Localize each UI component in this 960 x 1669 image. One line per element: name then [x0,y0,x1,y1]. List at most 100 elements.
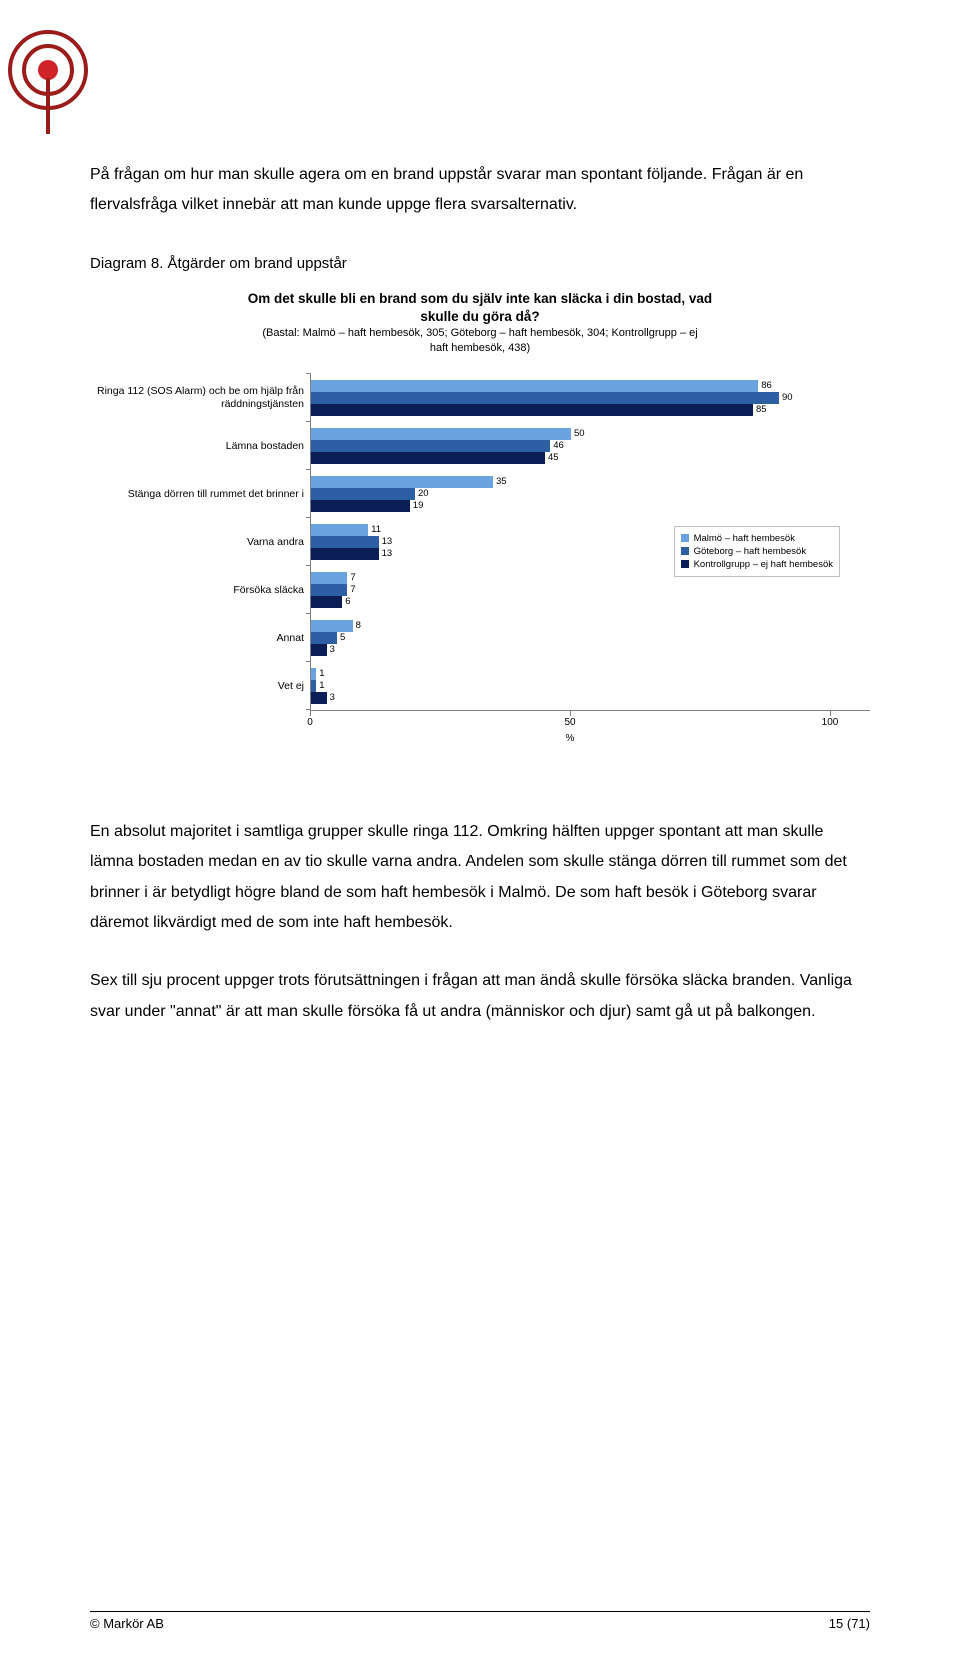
chart-bar-value: 85 [756,404,767,415]
chart-bar-group: 86 90 85 [311,374,870,422]
target-logo-icon [6,28,90,143]
chart-bar-row: 5 [311,632,870,644]
chart: Ringa 112 (SOS Alarm) och be om hjälp fr… [90,374,870,747]
chart-legend-swatch [681,547,689,555]
chart-bar-group: 853 [311,614,870,662]
chart-bar [311,620,353,632]
analysis-paragraph-1: En absolut majoritet i samtliga grupper … [90,817,870,939]
chart-bar [311,440,550,452]
chart-bar-value: 5 [340,632,345,643]
chart-bar [311,536,379,548]
chart-x-tick [570,711,571,716]
chart-bar-value: 19 [413,500,424,511]
chart-legend-item: Göteborg – haft hembesök [681,546,833,557]
chart-bar-value: 86 [761,380,772,391]
chart-bar-group: 35 2019 [311,470,870,518]
footer-page-number: 15 (71) [829,1616,870,1631]
chart-category-label: Annat [90,614,310,662]
chart-bar-value: 3 [330,692,335,703]
chart-bar-row: 50 [311,428,870,440]
chart-title-line1: Om det skulle bli en brand som du själv … [248,291,712,306]
chart-bar-row: 19 [311,500,870,512]
chart-bar-value: 50 [574,428,585,439]
chart-bar [311,524,368,536]
chart-y-labels: Ringa 112 (SOS Alarm) och be om hjälp fr… [90,374,310,711]
chart-x-tick-label: 100 [822,717,839,728]
footer-copyright: © Markör AB [90,1616,164,1631]
chart-bar-row: 45 [311,452,870,464]
chart-bar-row: 86 [311,380,870,392]
chart-subtitle-line2: haft hembesök, 438) [430,342,530,354]
chart-legend: Malmö – haft hembesök Göteborg – haft hem… [674,526,840,577]
chart-x-axis: % 050100 [310,711,830,747]
chart-bar [311,488,415,500]
chart-bar-value: 35 [496,476,507,487]
chart-subtitle: (Bastal: Malmö – haft hembesök, 305; Göt… [90,326,870,356]
chart-bar [311,692,327,704]
chart-bar [311,380,758,392]
chart-category-label: Ringa 112 (SOS Alarm) och be om hjälp fr… [90,374,310,422]
diagram-caption: Diagram 8. Åtgärder om brand uppstår [90,255,870,272]
chart-category-label: Försöka släcka [90,566,310,614]
chart-title-line2: skulle du göra då? [420,309,539,324]
chart-bar-group: 113 [311,662,870,710]
chart-category-label: Stänga dörren till rummet det brinner i [90,470,310,518]
page: På frågan om hur man skulle agera om en … [0,0,960,1669]
chart-x-axis-label: % [566,733,575,744]
chart-bar [311,584,347,596]
chart-bar-row: 46 [311,440,870,452]
chart-bar [311,452,545,464]
intro-paragraph: På frågan om hur man skulle agera om en … [90,160,870,221]
chart-bar [311,572,347,584]
chart-legend-swatch [681,560,689,568]
chart-bar-row: 85 [311,404,870,416]
chart-bar [311,404,753,416]
chart-bar-row: 3 [311,692,870,704]
chart-x-tick [310,711,311,716]
chart-bar-value: 11 [371,524,381,535]
chart-legend-swatch [681,534,689,542]
chart-x-tick-label: 50 [564,717,575,728]
chart-category-label: Lämna bostaden [90,422,310,470]
chart-bar [311,632,337,644]
chart-bar-value: 90 [782,392,793,403]
chart-bar-row: 1 [311,668,870,680]
chart-subtitle-line1: (Bastal: Malmö – haft hembesök, 305; Göt… [262,327,697,339]
chart-bar [311,428,571,440]
chart-category-label: Vet ej [90,662,310,710]
chart-bar-value: 20 [418,488,429,499]
page-footer: © Markör AB 15 (71) [90,1611,870,1631]
chart-bar [311,476,493,488]
chart-bar-row: 1 [311,680,870,692]
chart-bar-value: 3 [330,644,335,655]
analysis-paragraph-2: Sex till sju procent uppger trots föruts… [90,966,870,1027]
chart-bar-row: 8 [311,620,870,632]
chart-bar-value: 1 [319,680,324,691]
chart-bar-group: 50 4645 [311,422,870,470]
chart-bar-row: 3 [311,644,870,656]
chart-bar-row: 7 [311,584,870,596]
chart-legend-item: Malmö – haft hembesök [681,533,833,544]
chart-legend-label: Malmö – haft hembesök [694,533,795,544]
chart-bar [311,680,316,692]
chart-bar-row: 20 [311,488,870,500]
chart-category-label: Varna andra [90,518,310,566]
chart-bar-value: 7 [350,572,355,583]
chart-bar [311,392,779,404]
chart-x-tick-label: 0 [307,717,313,728]
chart-bar-row: 90 [311,392,870,404]
chart-plot-area: 869085504645352019111313776853113 Malmö … [310,374,870,711]
chart-bar-value: 46 [553,440,564,451]
chart-bar [311,548,379,560]
chart-bar-value: 8 [356,620,361,631]
chart-bar-value: 7 [350,584,355,595]
chart-bar-value: 13 [382,548,393,559]
chart-legend-label: Göteborg – haft hembesök [694,546,807,557]
chart-legend-item: Kontrollgrupp – ej haft hembesök [681,559,833,570]
chart-bar [311,596,342,608]
chart-bar-value: 6 [345,596,350,607]
chart-legend-label: Kontrollgrupp – ej haft hembesök [694,559,833,570]
chart-bar [311,668,316,680]
chart-bar-row: 6 [311,596,870,608]
chart-bar-row: 35 [311,476,870,488]
